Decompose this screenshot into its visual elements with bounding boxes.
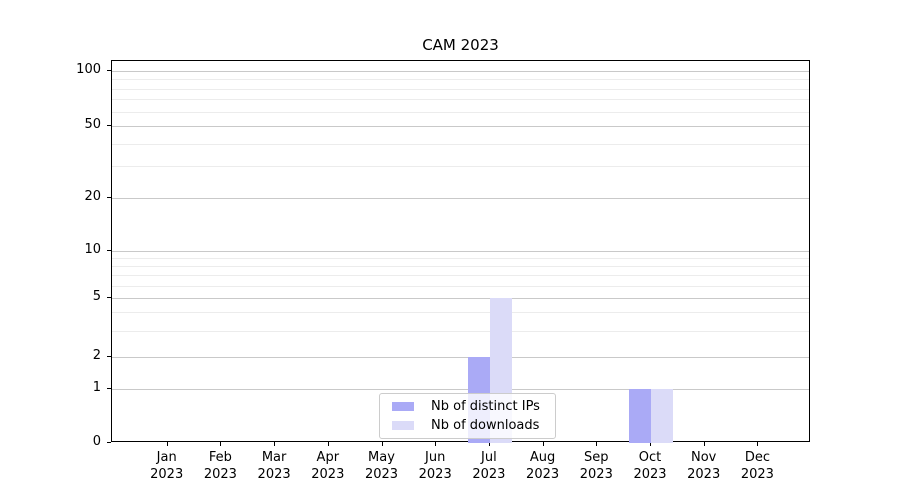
x-tick-label: Apr 2023 — [311, 450, 345, 482]
bar-nb-of-downloads — [651, 389, 673, 443]
gridline-minor — [112, 266, 809, 268]
gridline-minor — [112, 88, 809, 90]
gridline-minor — [112, 79, 809, 81]
gridline-minor — [112, 166, 809, 168]
x-tick-mark — [542, 442, 544, 446]
x-tick-label: Aug 2023 — [526, 450, 560, 482]
x-tick-label: Nov 2023 — [687, 450, 721, 482]
legend: Nb of distinct IPs Nb of downloads — [379, 393, 556, 439]
gridline-minor — [112, 275, 809, 277]
gridline-major — [112, 357, 809, 358]
gridline-minor — [112, 99, 809, 101]
y-tick-label: 1 — [92, 380, 101, 395]
y-tick-label: 100 — [76, 62, 101, 77]
x-tick-mark — [650, 442, 651, 446]
x-tick-mark — [757, 442, 759, 446]
gridline-major — [112, 298, 809, 299]
y-tick-mark — [107, 388, 111, 389]
y-tick-label: 50 — [84, 117, 101, 132]
y-tick-mark — [107, 356, 111, 357]
gridline-minor — [112, 111, 809, 113]
gridline-major — [112, 71, 809, 72]
y-tick-label: 20 — [84, 189, 101, 204]
gridline-minor — [112, 285, 809, 287]
x-tick-mark — [435, 442, 437, 446]
x-tick-label: Oct 2023 — [633, 450, 667, 482]
gridline-minor — [112, 312, 809, 314]
gridline-minor — [112, 258, 809, 260]
x-tick-mark — [274, 442, 276, 446]
x-tick-label: Jan 2023 — [150, 450, 184, 482]
x-tick-label: Sep 2023 — [579, 450, 613, 482]
gridline-major — [112, 126, 809, 127]
gridline-major — [112, 389, 809, 390]
x-tick-mark — [166, 442, 168, 446]
legend-label-downloads: Nb of downloads — [431, 418, 540, 434]
y-tick-mark — [107, 70, 111, 71]
gridline-major — [112, 251, 809, 252]
y-tick-mark — [107, 125, 111, 126]
y-tick-label: 10 — [84, 242, 101, 257]
gridline-minor — [112, 330, 809, 332]
legend-entry-distinct-ips: Nb of distinct IPs — [388, 398, 547, 415]
x-tick-label: Jul 2023 — [472, 450, 506, 482]
gridline-minor — [112, 143, 809, 145]
y-tick-mark — [107, 197, 111, 198]
x-tick-mark — [327, 442, 329, 446]
y-tick-mark — [107, 297, 111, 298]
y-tick-label: 5 — [92, 289, 101, 304]
plot-area: Nb of distinct IPs Nb of downloads — [111, 60, 810, 443]
x-tick-mark — [381, 442, 383, 446]
x-tick-label: Mar 2023 — [257, 450, 291, 482]
x-tick-label: Jun 2023 — [418, 450, 452, 482]
legend-label-distinct-ips: Nb of distinct IPs — [431, 398, 540, 414]
y-tick-label: 0 — [92, 434, 101, 449]
y-tick-label: 2 — [92, 348, 101, 363]
y-tick-mark — [107, 442, 111, 443]
legend-entry-downloads: Nb of downloads — [388, 418, 547, 435]
legend-swatch-distinct-ips — [392, 401, 414, 411]
chart-title: CAM 2023 — [422, 36, 499, 54]
x-tick-label: May 2023 — [364, 450, 399, 482]
bar-nb-of-distinct-ips — [629, 389, 651, 443]
y-tick-mark — [107, 250, 111, 251]
x-tick-mark — [488, 442, 490, 446]
x-tick-label: Feb 2023 — [203, 450, 237, 482]
x-tick-label: Dec 2023 — [740, 450, 774, 482]
x-tick-mark — [703, 442, 705, 446]
x-tick-mark — [596, 442, 598, 446]
legend-swatch-downloads — [392, 421, 414, 431]
x-tick-mark — [220, 442, 222, 446]
gridline-major — [112, 198, 809, 199]
